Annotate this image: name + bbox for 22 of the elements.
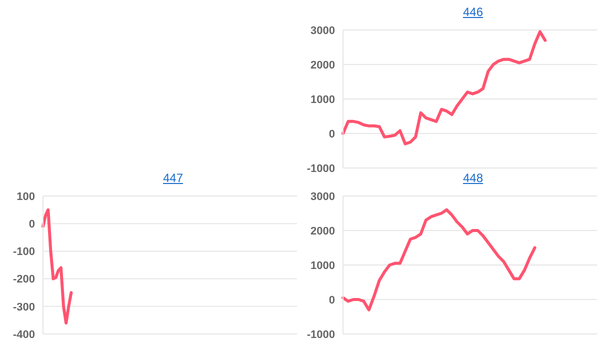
y-tick-label: -100 <box>12 246 35 258</box>
chart-title: 448 <box>462 171 484 185</box>
y-tick-label: 0 <box>328 128 335 140</box>
y-tick-label: -1000 <box>306 328 335 341</box>
y-tick-label: 1000 <box>310 260 335 272</box>
y-tick-label: -400 <box>12 328 35 341</box>
y-tick-label: -1000 <box>306 162 335 175</box>
y-tick-label: 0 <box>328 294 335 306</box>
y-tick-label: 3000 <box>310 24 335 37</box>
y-tick-label: 1000 <box>310 94 335 106</box>
line-series <box>342 30 547 146</box>
y-tick-label: 100 <box>16 190 35 203</box>
line-series <box>42 208 73 324</box>
y-tick-label: 0 <box>28 218 35 231</box>
line-series <box>342 208 536 312</box>
y-tick-label: 2000 <box>310 59 335 72</box>
chart-title: 447 <box>162 171 184 185</box>
chart-title: 446 <box>462 5 484 19</box>
y-tick-label: 3000 <box>310 190 335 203</box>
y-tick-label: 2000 <box>310 225 335 238</box>
y-tick-label: -200 <box>12 274 35 286</box>
y-tick-label: -300 <box>12 301 35 314</box>
